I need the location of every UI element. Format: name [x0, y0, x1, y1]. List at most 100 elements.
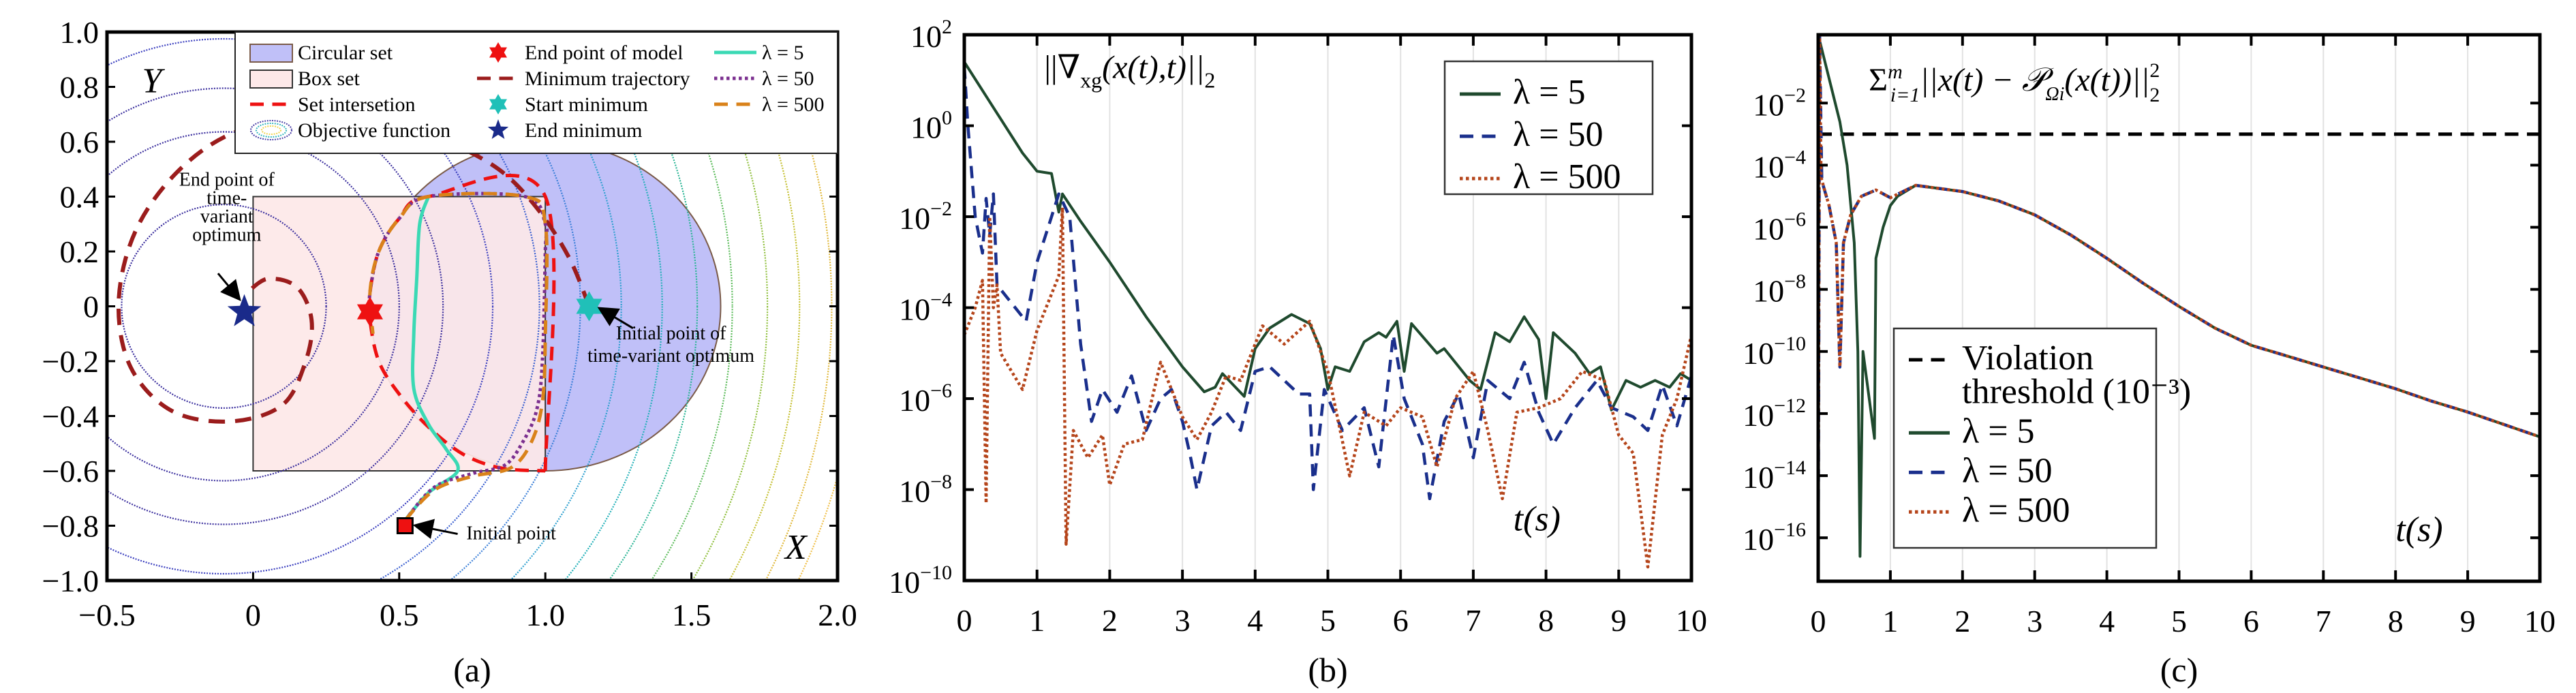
legend-label: Box set [298, 67, 361, 90]
legend-label: λ = 500 [1513, 157, 1621, 196]
x-tick-label: 4 [2099, 604, 2115, 638]
objective-contour [121, 204, 327, 409]
y-tick-label: 1.0 [60, 15, 99, 50]
legend-entry: λ = 5 [1460, 73, 1586, 112]
y-tick-label: 10−2 [1753, 84, 1806, 122]
legend-entry: λ = 500 [1460, 157, 1621, 196]
legend-entry: Box set [249, 67, 361, 90]
legend-star [489, 94, 507, 114]
legend-ellipse [256, 123, 287, 138]
panel-a-y-variable: Y [142, 62, 165, 101]
y-tick-label: 0 [83, 290, 99, 324]
panel-a: −0.5 0 0.5 1.0 1.5 2.0 −1.0 −0.8 −0.6 −0.4 −0.2 0 0.… [42, 15, 857, 689]
y-tick-label: 10−6 [1753, 209, 1806, 247]
panel-b-x-variable: t(s) [1514, 500, 1561, 539]
y-tick-label: −1.0 [42, 564, 99, 598]
x-tick-label: 5 [1320, 603, 1336, 638]
legend-label: Minimum trajectory [525, 67, 690, 90]
box-set [252, 196, 547, 472]
annotation-end-point-text: End point of [179, 169, 275, 190]
panel-c-plot-area [1818, 35, 2540, 581]
x-tick-label: 9 [1611, 603, 1627, 638]
legend-label: λ = 5 [762, 42, 803, 64]
legend-entry: λ = 500 [1909, 491, 2070, 529]
panel-a-ticks: −0.5 0 0.5 1.0 1.5 2.0 −1.0 −0.8 −0.6 −0.4 −0.2 0 0.… [42, 15, 857, 632]
objective-contour [375, 32, 540, 581]
x-tick-label: 10 [2524, 604, 2556, 638]
legend-entry: λ = 5 [714, 42, 803, 64]
x-tick-label: 5 [2171, 604, 2187, 638]
y-tick-label: 0.4 [60, 180, 99, 215]
x-tick-label: 8 [2388, 604, 2404, 638]
annotation-arrow [597, 307, 634, 329]
x-tick-label: 2 [1102, 603, 1118, 638]
objective-contour [563, 32, 663, 581]
legend-box [1892, 327, 2158, 549]
y-tick-label: −0.8 [42, 509, 99, 544]
legend-entry: End point of model [489, 42, 683, 64]
x-tick-label: 8 [1538, 603, 1554, 638]
legend-entry: λ = 50 [714, 67, 814, 90]
x-tick-label: 0 [1811, 604, 1826, 638]
annotation-initial-point-text: Initial point [466, 523, 556, 544]
y-tick-label: 10−10 [1743, 333, 1806, 371]
annotation-end-point-text: time- [206, 187, 247, 209]
x-tick-label: 1.5 [672, 598, 711, 632]
series-line-lambda-50 [964, 66, 1691, 501]
legend-swatch [249, 44, 293, 63]
x-tick-label: 1 [1882, 604, 1898, 638]
legend-swatch [249, 70, 293, 89]
annotation-end-point-text: optimum [192, 224, 261, 245]
initial-point-marker [396, 517, 414, 534]
legend-entry: Objective function [250, 119, 450, 142]
legend-label: Circular set [298, 42, 393, 64]
objective-contour [107, 87, 444, 525]
annotation-end-point-text: variant [200, 206, 254, 227]
legend-label: End minimum [525, 119, 643, 142]
legend-entry: Set intersetion [250, 93, 415, 116]
legend-entry: λ = 50 [1460, 115, 1604, 154]
legend-star [489, 42, 507, 63]
x-tick-label: 6 [2243, 604, 2259, 638]
series-line-lambda-500 [1818, 35, 2540, 538]
x-tick-label: 9 [2460, 604, 2476, 638]
legend-star [487, 119, 509, 139]
legend-label: λ = 5 [1513, 73, 1586, 112]
panel-b-plot-area [964, 61, 1691, 569]
minimum-trajectory-line [116, 117, 592, 424]
y-tick-label: 10−8 [899, 471, 952, 509]
panel-b-label: (b) [1308, 651, 1347, 689]
panel-c-x-variable: t(s) [2395, 510, 2442, 549]
x-tick-label: 1 [1029, 603, 1045, 638]
panel-c-ticks: 0 1 2 3 4 5 6 7 8 9 10 10−2 10−4 10−6 10−8 10−10 10−12 10… [1743, 35, 2556, 638]
objective-contour [448, 32, 581, 581]
legend-label: Objective function [298, 119, 450, 142]
objective-contour [691, 32, 768, 581]
legend-label: λ = 5 [1962, 412, 2035, 450]
objective-contour [107, 38, 493, 574]
x-tick-label: 10 [1676, 603, 1707, 638]
panel-a-label: (a) [453, 651, 491, 689]
y-tick-label: −0.4 [42, 399, 99, 434]
series-line-lambda-5 [964, 61, 1691, 412]
end-point-model-marker [356, 296, 383, 327]
annotation-arrow [217, 273, 241, 302]
x-tick-label: 3 [1175, 603, 1191, 638]
y-tick-label: 0.8 [60, 70, 99, 105]
y-tick-label: −0.6 [42, 454, 99, 489]
legend-label: Start minimum [525, 93, 648, 116]
annotation-initial-optimum-text: time-variant optimum [587, 345, 754, 367]
annotation-arrow [412, 519, 458, 539]
legend-entry: Circular set [249, 42, 393, 64]
x-tick-label: 4 [1247, 603, 1263, 638]
x-tick-label: 2.0 [818, 598, 857, 632]
legend-label: threshold (10⁻³) [1962, 372, 2191, 411]
end-minimum-marker [227, 294, 262, 326]
x-tick-label: 7 [1465, 603, 1481, 638]
y-tick-label: 0.2 [60, 234, 99, 269]
y-tick-label: 10−8 [1753, 271, 1806, 309]
legend-label: λ = 500 [1962, 491, 2070, 529]
